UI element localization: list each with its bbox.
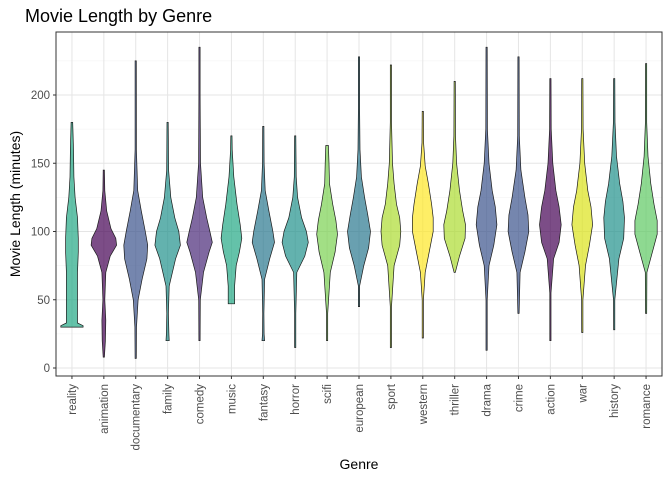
x-tick-label-animation: animation	[99, 384, 111, 434]
x-tick-label-european: european	[354, 384, 366, 433]
x-tick-label-documentary: documentary	[131, 384, 143, 451]
violins	[60, 46, 658, 359]
violin-reality	[60, 121, 84, 328]
violin-thriller	[443, 81, 466, 273]
x-tick-label-music: music	[226, 384, 238, 414]
x-tick-label-fantasy: fantasy	[258, 384, 270, 421]
y-tick-label: 100	[31, 227, 50, 239]
violin-animation	[90, 169, 117, 358]
y-tick-label: 0	[44, 363, 50, 375]
violin-documentary	[123, 60, 149, 359]
x-tick-label-horror: horror	[290, 384, 302, 415]
violin-fantasy	[251, 126, 275, 342]
violin-drama	[475, 46, 498, 351]
x-tick-label-history: history	[609, 384, 621, 418]
y-tick-label: 50	[37, 295, 50, 307]
x-tick-label-action: action	[545, 384, 557, 415]
x-tick-label-scifi: scifi	[322, 384, 334, 404]
violin-romance	[634, 63, 658, 314]
violin-comedy	[186, 46, 213, 342]
violin-history	[603, 78, 625, 331]
violin-western	[412, 111, 434, 339]
x-tick-label-western: western	[418, 384, 430, 425]
y-tick-label: 150	[31, 158, 50, 170]
y-axis: 0 50 100 150 200	[31, 90, 56, 375]
x-tick-label-crime: crime	[513, 384, 525, 412]
y-axis-title: Movie Length (minutes)	[7, 131, 23, 277]
violin-sport	[380, 64, 402, 348]
violin-war	[571, 78, 593, 333]
x-tick-label-family: family	[163, 384, 175, 414]
violin-european	[347, 56, 371, 307]
x-tick-label-reality: reality	[67, 384, 79, 415]
y-tick-label: 200	[31, 90, 50, 102]
x-tick-label-thriller: thriller	[450, 384, 462, 415]
x-axis-title: Genre	[340, 456, 379, 472]
x-tick-label-drama: drama	[482, 383, 494, 416]
x-tick-label-war: war	[577, 384, 589, 404]
violin-crime	[507, 56, 530, 314]
violin-horror	[281, 135, 309, 348]
violin-family	[154, 121, 181, 342]
violin-scifi	[316, 145, 338, 342]
violin-action	[539, 78, 562, 342]
x-tick-label-romance: romance	[641, 384, 653, 429]
x-tick-label-sport: sport	[386, 383, 398, 409]
violin-music	[220, 135, 243, 305]
chart-title: Movie Length by Genre	[25, 6, 213, 26]
x-tick-label-comedy: comedy	[195, 384, 207, 425]
x-axis: reality animation documentary family comedy m…	[67, 376, 653, 450]
